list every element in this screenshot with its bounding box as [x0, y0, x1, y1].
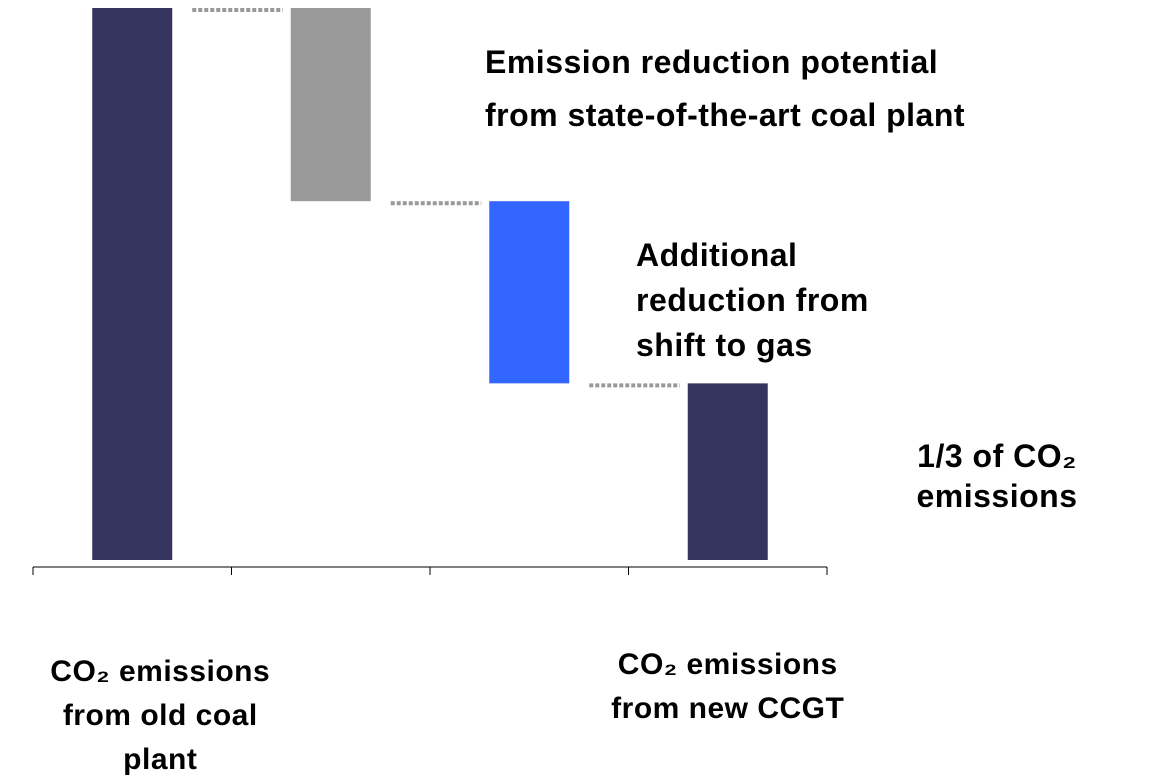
- chart: [32, 8, 828, 575]
- annotation: Emission reduction potential from state-…: [485, 44, 966, 133]
- bar: [92, 8, 173, 560]
- x-tick-label: CO₂ emissions from new CCGT: [611, 648, 845, 725]
- bar: [687, 383, 768, 560]
- page: Emission reduction potential from state-…: [32, 8, 1078, 776]
- annotation: Additional reduction from shift to gas: [636, 237, 869, 363]
- annotation: 1/3 of CO₂ emissions: [916, 438, 1078, 514]
- bar: [489, 201, 570, 384]
- bar: [290, 8, 371, 202]
- x-tick-label: CO₂ emissions from old coal plant: [50, 655, 271, 776]
